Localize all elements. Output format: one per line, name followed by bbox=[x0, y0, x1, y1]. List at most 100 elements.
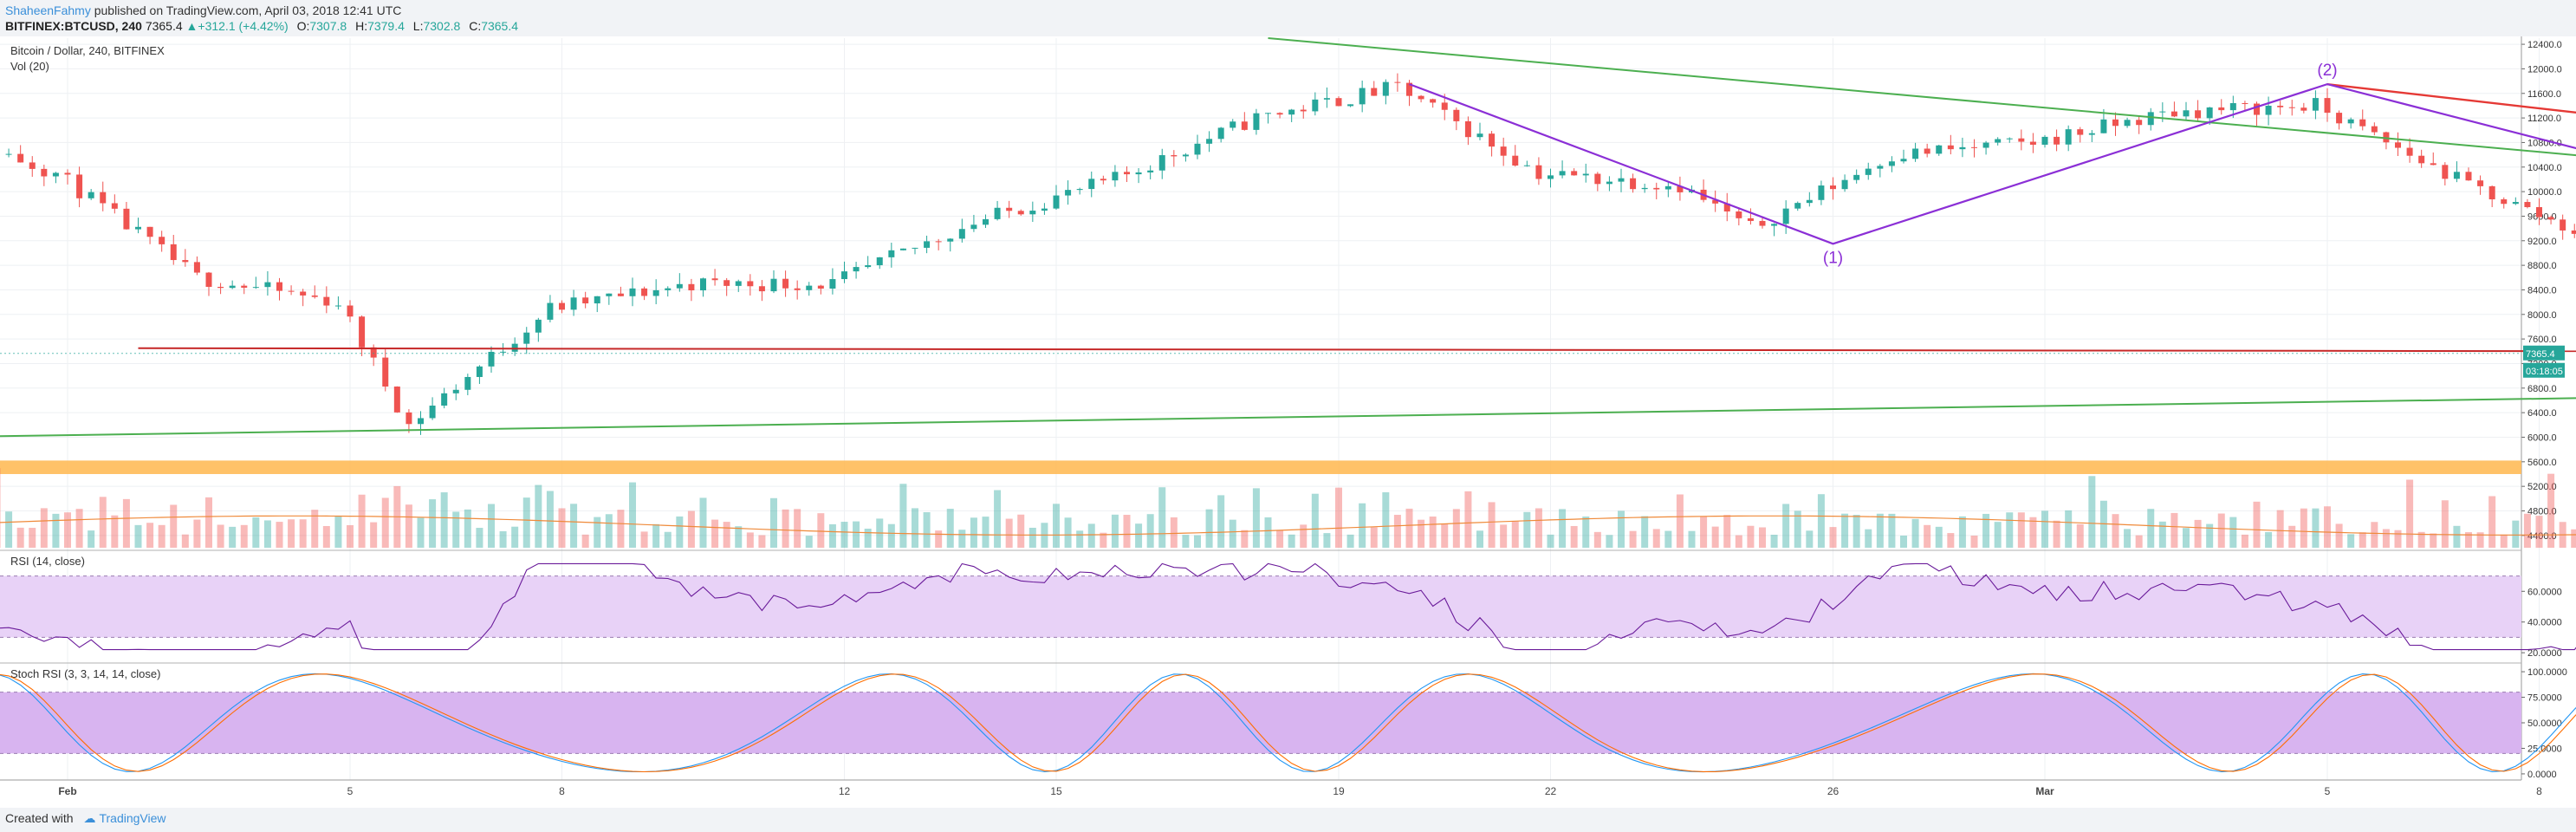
candle-body bbox=[229, 285, 236, 289]
volume-bar bbox=[1994, 522, 2002, 548]
candle-body bbox=[1464, 120, 1471, 138]
volume-bar bbox=[899, 484, 907, 548]
tradingview-link[interactable]: TradingView bbox=[99, 811, 166, 825]
candle-body bbox=[2547, 217, 2554, 220]
candle-body bbox=[1206, 139, 1213, 144]
stoch-tick-label: 100.0000 bbox=[2527, 667, 2567, 678]
volume-bar bbox=[805, 536, 813, 548]
candle-body bbox=[2041, 136, 2048, 145]
volume-bar bbox=[16, 527, 24, 548]
volume-bar bbox=[1723, 515, 1731, 548]
volume-bar bbox=[723, 522, 730, 548]
volume-bar bbox=[122, 498, 130, 548]
candle-body bbox=[1347, 104, 1354, 107]
volume-bar bbox=[1382, 492, 1390, 548]
volume-bar bbox=[1688, 530, 1696, 548]
candle-body bbox=[1865, 168, 1872, 175]
volume-bar bbox=[1418, 519, 1425, 548]
volume-bar bbox=[2406, 479, 2414, 548]
volume-bar bbox=[452, 511, 460, 548]
volume-bar bbox=[1359, 503, 1366, 548]
candle-body bbox=[841, 271, 847, 280]
candle-body bbox=[500, 351, 507, 353]
volume-bar bbox=[887, 523, 895, 548]
candle-body bbox=[2124, 120, 2131, 127]
stoch-band bbox=[0, 692, 2521, 754]
candle-body bbox=[135, 226, 141, 230]
candle-body bbox=[2288, 107, 2295, 108]
volume-bar bbox=[1570, 525, 1578, 548]
candle-body bbox=[193, 262, 200, 273]
candle-body bbox=[2524, 202, 2531, 207]
candle-body bbox=[758, 286, 765, 292]
volume-bar bbox=[1629, 530, 1637, 548]
candle-body bbox=[1771, 224, 1778, 226]
volume-bar bbox=[1759, 527, 1766, 548]
candle-body bbox=[1535, 165, 1542, 179]
chart-canvas[interactable]: Feb581215192226Mar58121519222629Apr49121… bbox=[0, 36, 2576, 808]
volume-bar bbox=[2017, 512, 2025, 548]
price-tick-label: 8000.0 bbox=[2527, 310, 2557, 321]
current-price-text: 7365.4 bbox=[2526, 349, 2555, 360]
candle-body bbox=[1677, 185, 1684, 192]
candle-body bbox=[1782, 208, 1789, 224]
candle-body bbox=[2195, 110, 2202, 119]
volume-bar bbox=[912, 508, 918, 548]
volume-bar bbox=[828, 523, 836, 548]
x-tick-label: 26 bbox=[1827, 785, 1840, 797]
candle-body bbox=[29, 162, 36, 169]
volume-bar bbox=[1865, 529, 1872, 548]
candle-body bbox=[88, 192, 94, 198]
volume-bar bbox=[1535, 508, 1542, 548]
volume-bar bbox=[1747, 525, 1755, 548]
candle-body bbox=[1747, 218, 1754, 221]
candle-body bbox=[2254, 103, 2260, 115]
candle-body bbox=[1936, 145, 1943, 154]
candle-body bbox=[205, 272, 212, 287]
candle-body bbox=[1112, 172, 1119, 181]
volume-bar bbox=[2265, 531, 2273, 548]
candle-body bbox=[1382, 81, 1389, 96]
volume-bar bbox=[29, 528, 36, 548]
volume-bar bbox=[1641, 516, 1649, 548]
volume-bar bbox=[511, 526, 519, 548]
volume-bar bbox=[2335, 523, 2343, 548]
candle-body bbox=[2147, 112, 2154, 126]
price-change: +312.1 (+4.42%) bbox=[198, 19, 289, 33]
x-tick-label: Feb bbox=[58, 785, 76, 797]
candle-body bbox=[2277, 106, 2284, 107]
candle-body bbox=[311, 295, 318, 297]
candle-body bbox=[1124, 172, 1130, 175]
candle-body bbox=[2065, 129, 2072, 145]
volume-bar bbox=[158, 524, 165, 548]
price-tick-label: 11200.0 bbox=[2527, 114, 2561, 124]
volume-bar bbox=[2430, 533, 2437, 548]
volume-bar bbox=[640, 531, 648, 548]
volume-bar bbox=[288, 519, 295, 548]
price-tick-label: 10000.0 bbox=[2527, 187, 2562, 198]
volume-bar bbox=[1700, 516, 1708, 548]
volume-bar bbox=[2006, 512, 2014, 548]
candle-body bbox=[370, 347, 377, 358]
candle-body bbox=[2112, 119, 2119, 127]
candle-body bbox=[1794, 203, 1801, 209]
candle-body bbox=[1571, 171, 1578, 176]
candle-body bbox=[111, 203, 118, 209]
author-link[interactable]: ShaheenFahmy bbox=[5, 3, 91, 17]
volume-bar bbox=[2453, 525, 2461, 548]
candle-body bbox=[2100, 119, 2107, 133]
volume-bar bbox=[1241, 530, 1249, 548]
volume-bar bbox=[1076, 530, 1084, 548]
candle-body bbox=[1430, 99, 1437, 103]
volume-bar bbox=[2088, 476, 2096, 548]
volume-bar bbox=[1523, 511, 1531, 548]
open-value: 7307.8 bbox=[309, 19, 347, 33]
volume-bar bbox=[629, 482, 636, 548]
close-value: 7365.4 bbox=[481, 19, 519, 33]
volume-bar bbox=[1017, 514, 1025, 548]
candle-body bbox=[64, 172, 71, 175]
volume-bar bbox=[417, 517, 425, 548]
volume-bar bbox=[217, 524, 224, 548]
candle-body bbox=[1100, 179, 1106, 181]
volume-bar bbox=[299, 519, 307, 548]
